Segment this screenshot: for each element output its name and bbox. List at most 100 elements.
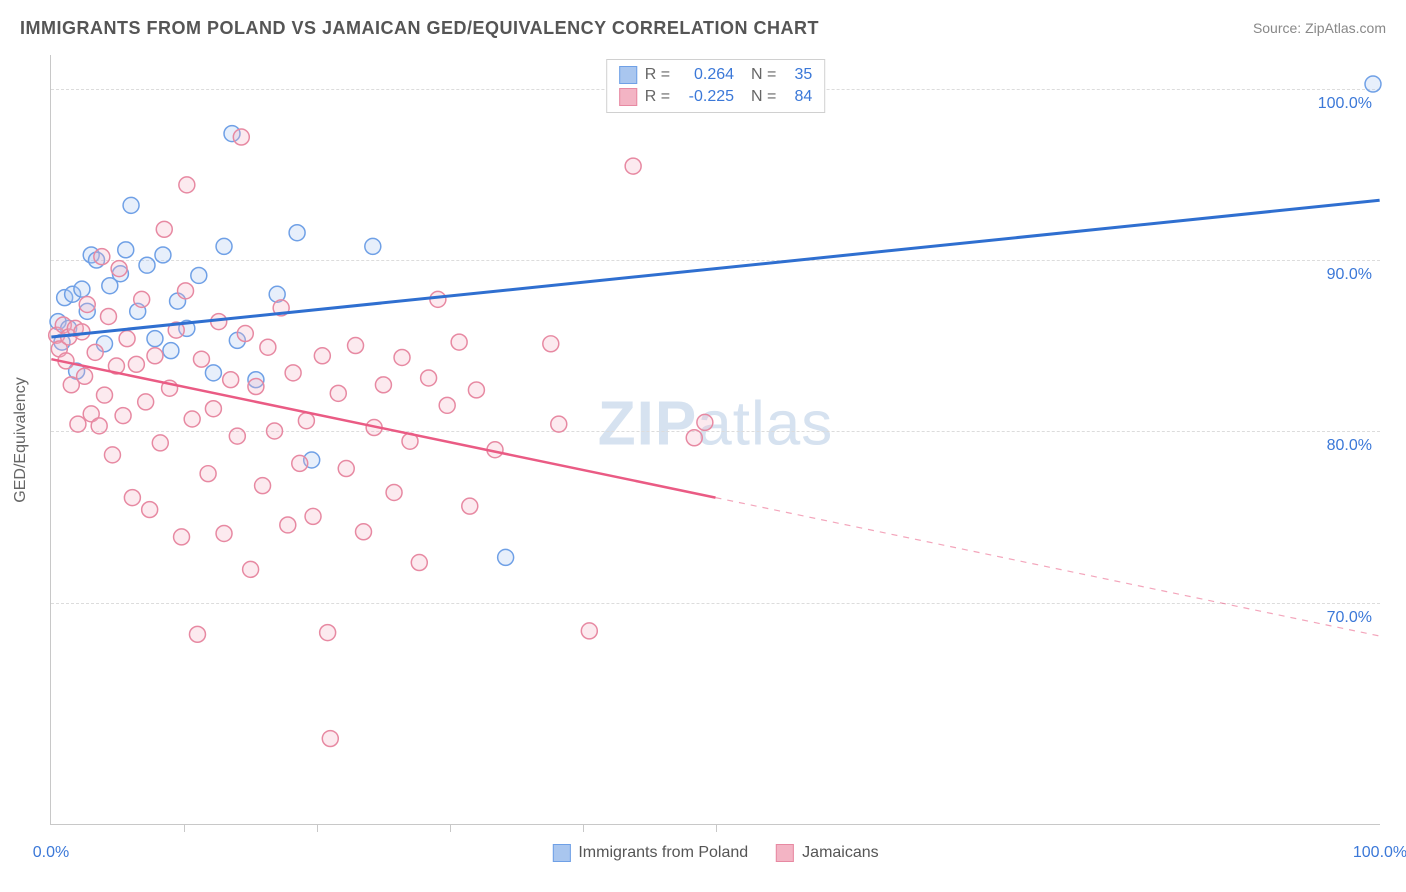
trend-line-dashed [716, 498, 1380, 636]
swatch-series-0 [619, 66, 637, 84]
source-label: Source: ZipAtlas.com [1253, 20, 1386, 36]
legend-item-0: Immigrants from Poland [552, 844, 748, 862]
scatter-point [147, 348, 163, 364]
scatter-point [191, 267, 207, 283]
scatter-point [152, 435, 168, 451]
scatter-point [115, 408, 131, 424]
scatter-point [163, 343, 179, 359]
scatter-point [356, 524, 372, 540]
scatter-point [118, 242, 134, 258]
scatter-point [411, 555, 427, 571]
scatter-point [292, 455, 308, 471]
scatter-point [243, 561, 259, 577]
xaxis-label-right: 100.0% [1353, 844, 1406, 862]
scatter-point [138, 394, 154, 410]
scatter-point [468, 382, 484, 398]
scatter-point [174, 529, 190, 545]
scatter-point [97, 387, 113, 403]
scatter-point [100, 308, 116, 324]
bottom-legend: Immigrants from Poland Jamaicans [552, 844, 878, 862]
scatter-point [248, 379, 264, 395]
scatter-point [686, 430, 702, 446]
scatter-point [322, 731, 338, 747]
swatch-series-1 [619, 88, 637, 106]
scatter-point [267, 423, 283, 439]
scatter-point [147, 331, 163, 347]
xtick-mark [184, 824, 185, 832]
scatter-point [216, 238, 232, 254]
yaxis-title: GED/Equivalency [12, 377, 30, 502]
chart-container: IMMIGRANTS FROM POLAND VS JAMAICAN GED/E… [0, 0, 1406, 892]
stat-label: R = [645, 66, 670, 84]
scatter-point [91, 418, 107, 434]
scatter-point [123, 197, 139, 213]
scatter-point [330, 385, 346, 401]
scatter-point [451, 334, 467, 350]
chart-title: IMMIGRANTS FROM POLAND VS JAMAICAN GED/E… [20, 18, 819, 39]
scatter-point [124, 490, 140, 506]
scatter-point [155, 247, 171, 263]
legend-swatch-1 [776, 844, 794, 862]
scatter-point [74, 281, 90, 297]
scatter-point [104, 447, 120, 463]
scatter-point [255, 478, 271, 494]
legend-item-1: Jamaicans [776, 844, 878, 862]
stat-N-1: 84 [784, 88, 812, 106]
scatter-point [298, 413, 314, 429]
scatter-point [134, 291, 150, 307]
scatter-point [156, 221, 172, 237]
stat-R-1: -0.225 [678, 88, 734, 106]
scatter-point [375, 377, 391, 393]
scatter-point [394, 349, 410, 365]
scatter-point [285, 365, 301, 381]
scatter-point [280, 517, 296, 533]
scatter-point [179, 177, 195, 193]
scatter-point [139, 257, 155, 273]
legend-swatch-0 [552, 844, 570, 862]
scatter-point [462, 498, 478, 514]
scatter-point [581, 623, 597, 639]
xtick-mark [450, 824, 451, 832]
scatter-point [421, 370, 437, 386]
scatter-point [314, 348, 330, 364]
scatter-point [237, 326, 253, 342]
scatter-point [79, 297, 95, 313]
scatter-point [205, 401, 221, 417]
scatter-point [223, 372, 239, 388]
plot-area: GED/Equivalency ZIPatlas 70.0%80.0%90.0%… [50, 55, 1380, 825]
scatter-point [77, 368, 93, 384]
scatter-point [94, 249, 110, 265]
stats-row-1: R = -0.225 N = 84 [619, 86, 813, 108]
stats-legend-box: R = 0.264 N = 35 R = -0.225 N = 84 [606, 59, 826, 113]
svg-layer [51, 55, 1380, 824]
scatter-point [216, 525, 232, 541]
scatter-point [365, 238, 381, 254]
scatter-point [543, 336, 559, 352]
legend-label-0: Immigrants from Poland [578, 844, 748, 862]
scatter-point [128, 356, 144, 372]
scatter-point [348, 338, 364, 354]
scatter-point [87, 344, 103, 360]
scatter-point [193, 351, 209, 367]
scatter-point [178, 283, 194, 299]
scatter-point [189, 626, 205, 642]
scatter-point [697, 414, 713, 430]
scatter-point [498, 549, 514, 565]
stats-row-0: R = 0.264 N = 35 [619, 64, 813, 86]
scatter-point [551, 416, 567, 432]
xtick-mark [583, 824, 584, 832]
scatter-point [338, 461, 354, 477]
scatter-point [289, 225, 305, 241]
scatter-point [111, 261, 127, 277]
scatter-point [320, 625, 336, 641]
scatter-point [430, 291, 446, 307]
scatter-point [119, 331, 135, 347]
scatter-point [142, 502, 158, 518]
xaxis-label-left: 0.0% [33, 844, 69, 862]
scatter-point [200, 466, 216, 482]
scatter-point [70, 416, 86, 432]
scatter-point [439, 397, 455, 413]
scatter-point [1365, 76, 1381, 92]
xtick-mark [716, 824, 717, 832]
scatter-point [184, 411, 200, 427]
